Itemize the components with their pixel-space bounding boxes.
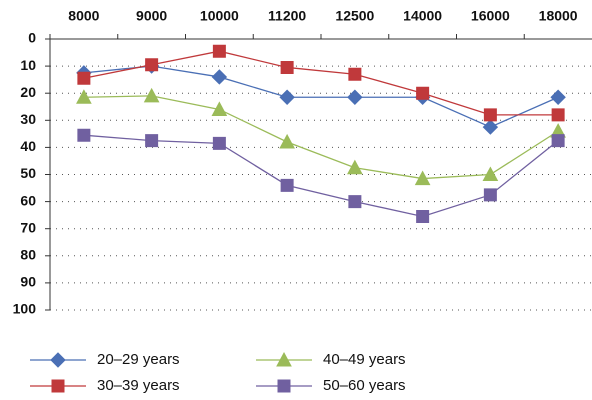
y-tick-label: 10 (20, 57, 36, 73)
y-tick-label: 90 (20, 274, 36, 290)
legend-marker (51, 379, 65, 393)
data-point (550, 89, 566, 105)
data-point (483, 108, 497, 122)
y-tick-label: 80 (20, 247, 36, 263)
data-point (482, 119, 499, 135)
data-point (414, 170, 431, 186)
y-tick-label: 50 (20, 165, 36, 181)
data-point (212, 136, 226, 150)
series-line (83, 134, 559, 218)
data-point (77, 71, 91, 85)
legend-label: 30–39 years (97, 377, 180, 394)
x-tick-label: 12500 (335, 8, 374, 24)
x-tick-label: 10000 (200, 8, 239, 24)
data-point (280, 60, 294, 74)
x-tick-label: 8000 (68, 8, 99, 24)
legend-marker (277, 379, 291, 393)
y-tick-label: 0 (28, 30, 36, 46)
data-point (279, 133, 295, 149)
data-point (551, 108, 565, 122)
data-point (77, 128, 91, 142)
data-point (482, 166, 499, 181)
data-point (416, 210, 430, 224)
data-point (76, 89, 92, 104)
legend-marker (50, 352, 66, 368)
data-point (211, 101, 228, 116)
x-tick-label: 9000 (136, 8, 167, 24)
legend-marker (276, 351, 292, 367)
series-line (83, 95, 559, 180)
data-point (483, 188, 497, 202)
data-point (212, 44, 226, 58)
legend-label: 20–29 years (97, 351, 180, 368)
y-tick-label: 100 (13, 301, 37, 317)
data-point (279, 89, 295, 105)
y-tick-label: 30 (20, 111, 36, 127)
legend-label: 40–49 years (323, 351, 406, 368)
y-tick-label: 40 (20, 138, 36, 154)
x-tick-label: 11200 (268, 8, 306, 24)
data-point (348, 195, 362, 209)
data-point (551, 134, 565, 148)
y-tick-label: 60 (20, 192, 36, 208)
data-point (211, 69, 228, 85)
data-point (416, 86, 430, 100)
series-line (83, 50, 559, 116)
y-tick-label: 70 (20, 219, 36, 235)
data-point (143, 87, 160, 103)
data-point (348, 67, 362, 81)
y-tick-label: 20 (20, 84, 36, 100)
data-point (145, 134, 159, 148)
legend-label: 50–60 years (323, 377, 406, 394)
series-line (83, 65, 559, 128)
x-tick-label: 18000 (539, 8, 578, 24)
data-point (347, 159, 363, 175)
data-point (347, 89, 363, 105)
data-point (145, 58, 159, 72)
x-tick-label: 16000 (471, 8, 510, 24)
x-tick-label: 14000 (403, 8, 442, 24)
data-point (280, 178, 294, 192)
